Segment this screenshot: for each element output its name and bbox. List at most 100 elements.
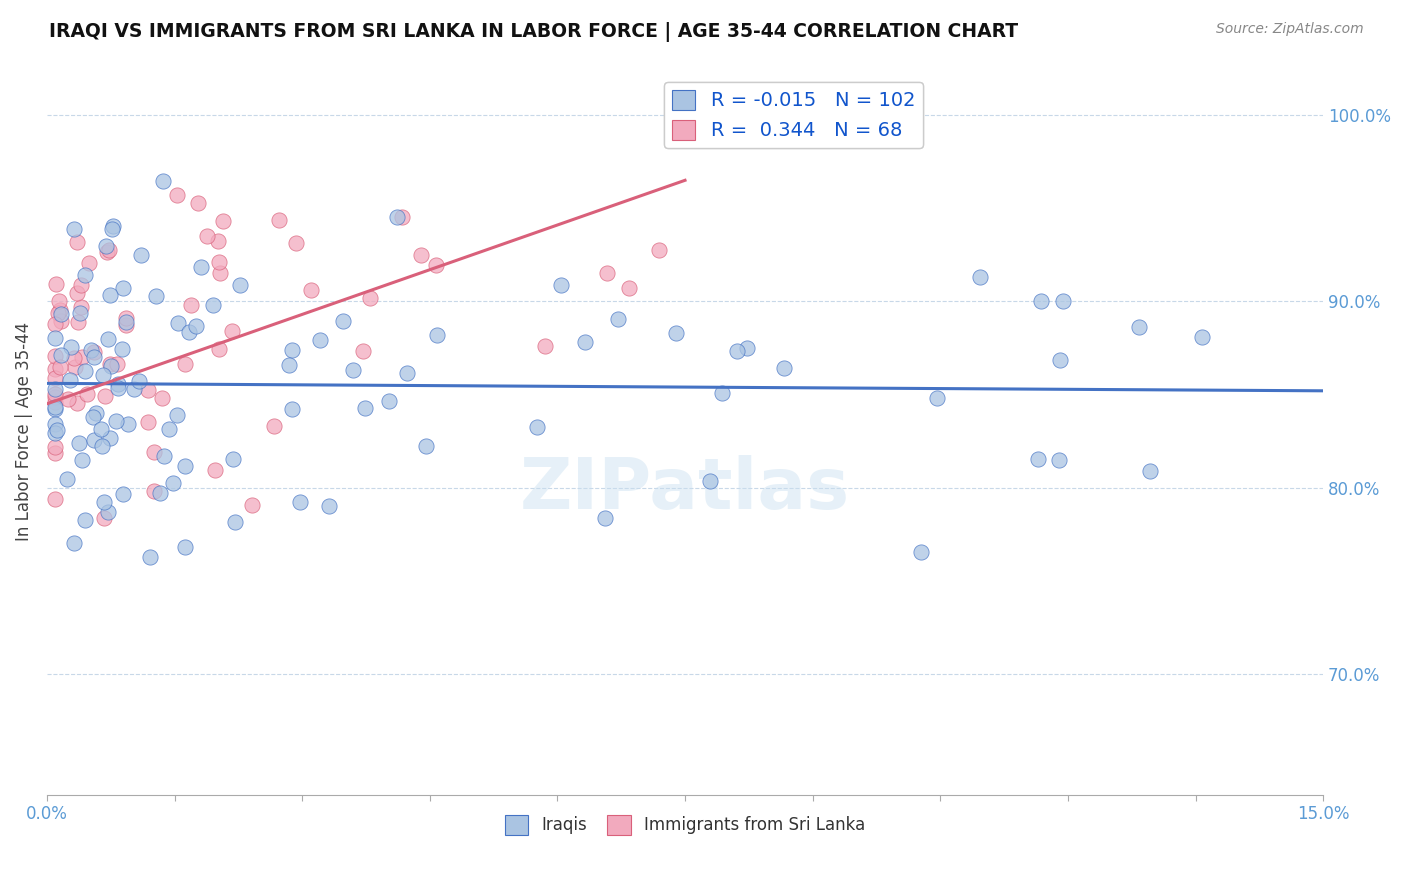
Point — [1128, 320, 1150, 334]
Point — [93, 511, 115, 525]
Legend: R = -0.015   N = 102, R =  0.344   N = 68: R = -0.015 N = 102, R = 0.344 N = 68 — [664, 82, 922, 148]
Point — [45, 423, 67, 437]
Point — [224, 515, 246, 529]
Point — [122, 383, 145, 397]
Point — [46, 306, 69, 320]
Point — [221, 451, 243, 466]
Point — [212, 214, 235, 228]
Point — [44, 349, 66, 363]
Point — [281, 402, 304, 417]
Point — [699, 474, 721, 488]
Point — [166, 408, 188, 422]
Point — [221, 324, 243, 338]
Point — [607, 312, 630, 326]
Point — [44, 402, 66, 417]
Point — [44, 492, 66, 507]
Point — [44, 317, 66, 331]
Point — [228, 278, 250, 293]
Point — [1047, 452, 1070, 467]
Point — [174, 458, 197, 473]
Point — [70, 300, 93, 314]
Y-axis label: In Labor Force | Age 35-44: In Labor Force | Age 35-44 — [15, 322, 32, 541]
Point — [44, 401, 66, 415]
Point — [45, 277, 67, 292]
Point — [342, 362, 364, 376]
Point — [145, 289, 167, 303]
Point — [277, 358, 299, 372]
Point — [129, 248, 152, 262]
Point — [385, 211, 408, 225]
Point — [187, 196, 209, 211]
Point — [51, 308, 73, 322]
Point — [44, 440, 66, 454]
Point — [111, 281, 134, 295]
Point — [166, 187, 188, 202]
Point — [70, 452, 93, 467]
Point — [44, 445, 66, 459]
Point — [51, 349, 73, 363]
Point — [59, 373, 82, 387]
Point — [138, 550, 160, 565]
Point — [391, 210, 413, 224]
Point — [63, 351, 86, 366]
Point — [97, 332, 120, 346]
Point — [96, 244, 118, 259]
Point — [359, 292, 381, 306]
Point — [290, 495, 312, 509]
Point — [73, 513, 96, 527]
Point — [58, 392, 80, 406]
Point — [83, 434, 105, 448]
Point — [969, 270, 991, 285]
Point — [910, 545, 932, 559]
Point — [115, 318, 138, 333]
Point — [128, 375, 150, 389]
Point — [285, 236, 308, 251]
Point — [66, 235, 89, 250]
Point — [90, 422, 112, 436]
Point — [208, 342, 231, 356]
Point — [396, 367, 419, 381]
Point — [180, 298, 202, 312]
Point — [378, 394, 401, 409]
Point — [97, 504, 120, 518]
Point — [44, 390, 66, 404]
Point — [73, 268, 96, 282]
Point — [425, 258, 447, 272]
Point — [65, 360, 87, 375]
Point — [111, 487, 134, 501]
Text: Source: ZipAtlas.com: Source: ZipAtlas.com — [1216, 22, 1364, 37]
Text: IRAQI VS IMMIGRANTS FROM SRI LANKA IN LABOR FORCE | AGE 35-44 CORRELATION CHART: IRAQI VS IMMIGRANTS FROM SRI LANKA IN LA… — [49, 22, 1018, 42]
Point — [98, 357, 121, 371]
Point — [1026, 452, 1049, 467]
Point — [143, 445, 166, 459]
Point — [107, 376, 129, 391]
Point — [309, 333, 332, 347]
Point — [136, 415, 159, 429]
Point — [208, 254, 231, 268]
Point — [84, 406, 107, 420]
Point — [115, 315, 138, 329]
Text: ZIPatlas: ZIPatlas — [520, 456, 851, 524]
Point — [619, 281, 641, 295]
Point — [44, 417, 66, 432]
Point — [1052, 293, 1074, 308]
Point — [69, 305, 91, 319]
Point — [49, 302, 72, 317]
Point — [207, 235, 229, 249]
Point — [80, 343, 103, 357]
Point — [115, 311, 138, 326]
Point — [63, 535, 86, 549]
Point — [593, 511, 616, 525]
Point — [550, 277, 572, 292]
Point — [149, 486, 172, 500]
Point — [1029, 294, 1052, 309]
Point — [98, 431, 121, 445]
Point — [725, 343, 748, 358]
Point — [665, 326, 688, 340]
Point — [98, 288, 121, 302]
Point — [143, 484, 166, 499]
Point — [263, 418, 285, 433]
Point — [60, 340, 83, 354]
Point — [101, 219, 124, 234]
Point — [111, 342, 134, 356]
